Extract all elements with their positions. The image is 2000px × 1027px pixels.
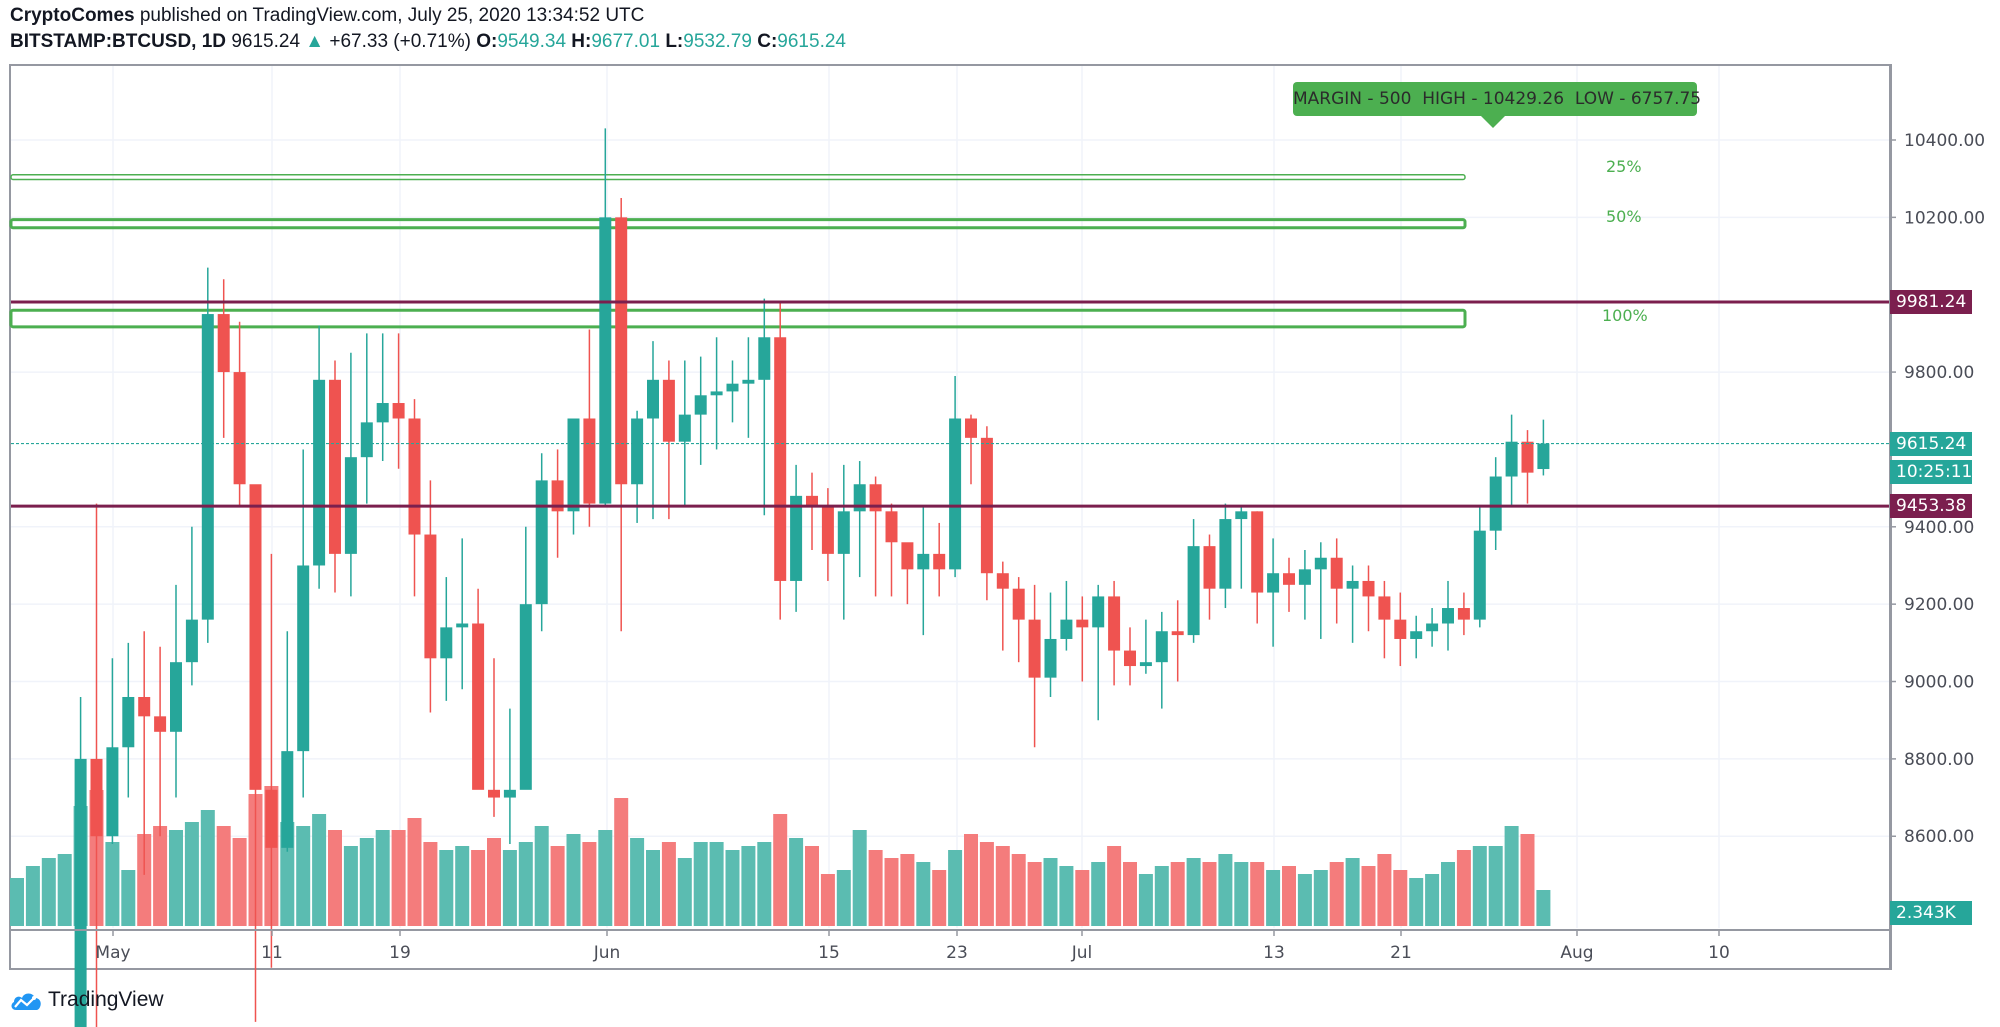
close-value: 9615.24 (777, 31, 846, 52)
last-price: 9615.24 (231, 31, 301, 52)
high-value: 9677.01 (591, 31, 661, 52)
svg-text:19: 19 (389, 943, 411, 963)
open-value: 9549.34 (497, 31, 567, 52)
svg-text:Jun: Jun (593, 943, 621, 963)
publish-text: published on TradingView.com, July 25, 2… (139, 5, 645, 26)
svg-text:15: 15 (818, 943, 840, 963)
volume-tag: 2.343K (1890, 901, 1972, 925)
symbol-legend: BITSTAMP:BTCUSD, 1D 9615.24 ▲ +67.33 (+0… (10, 31, 846, 53)
svg-text:Aug: Aug (1560, 943, 1593, 963)
svg-text:9200.00: 9200.00 (1904, 595, 1974, 615)
bar-countdown-tag: 10:25:11 (1890, 459, 1972, 484)
up-arrow-icon: ▲ (305, 31, 325, 52)
svg-text:9000.00: 9000.00 (1904, 673, 1974, 693)
svg-text:10200.00: 10200.00 (1904, 208, 1985, 228)
level-tag-lower: 9453.38 (1890, 494, 1972, 519)
svg-text:23: 23 (946, 943, 968, 963)
zone-label-100: 100% (1602, 306, 1648, 325)
svg-text:9800.00: 9800.00 (1904, 363, 1974, 383)
low-label: L: (665, 31, 684, 52)
svg-text:9400.00: 9400.00 (1904, 518, 1974, 538)
high-label: H: (571, 31, 592, 52)
zone-label-50: 50% (1606, 207, 1642, 226)
zone-label-25: 25% (1606, 157, 1642, 176)
author-name: CryptoComes (10, 5, 135, 26)
symbol-name[interactable]: BITSTAMP:BTCUSD, 1D (10, 31, 227, 52)
svg-text:8600.00: 8600.00 (1904, 827, 1974, 847)
brand-name: TradingView (48, 988, 164, 1011)
svg-text:11: 11 (261, 943, 283, 963)
svg-text:21: 21 (1390, 943, 1412, 963)
open-label: O: (476, 31, 498, 52)
svg-text:10400.00: 10400.00 (1904, 131, 1985, 151)
margin-callout: MARGIN - 500 HIGH - 10429.26 LOW - 6757.… (1293, 82, 1701, 128)
level-tag-upper: 9981.24 (1890, 289, 1972, 314)
tradingview-cloud-icon (11, 993, 41, 1010)
svg-text:Jul: Jul (1071, 943, 1093, 963)
svg-text:May: May (95, 943, 130, 963)
close-label: C: (757, 31, 778, 52)
low-value: 9532.79 (683, 31, 752, 52)
publish-info: CryptoComes published on TradingView.com… (10, 5, 644, 27)
svg-text:10: 10 (1708, 943, 1730, 963)
svg-text:8800.00: 8800.00 (1904, 750, 1974, 770)
price-change: +67.33 (+0.71%) (329, 31, 471, 52)
last-price-tag: 9615.24 (1890, 431, 1972, 456)
svg-text:13: 13 (1263, 943, 1285, 963)
tradingview-logo[interactable]: TradingView (10, 988, 164, 1012)
